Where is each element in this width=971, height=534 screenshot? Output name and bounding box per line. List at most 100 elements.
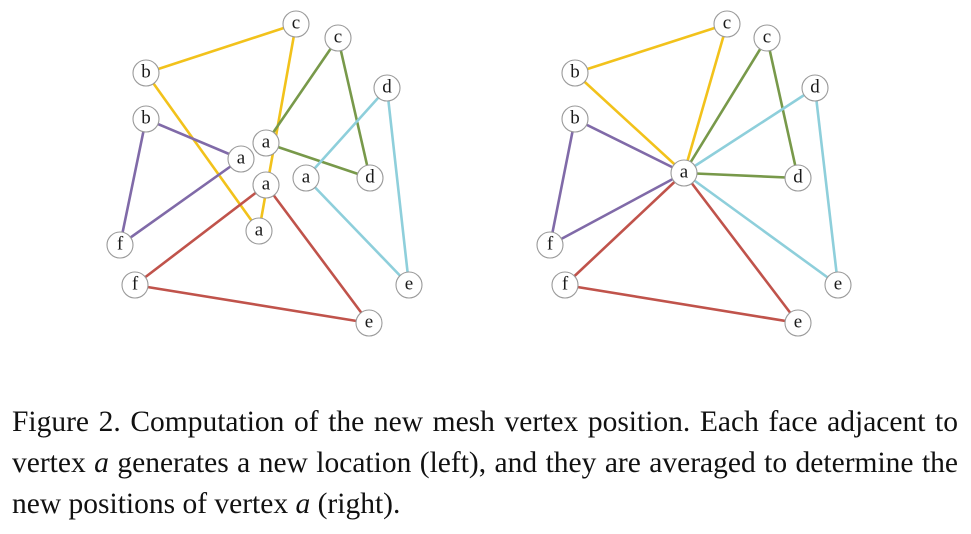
right-vertex-e_bottom: e <box>784 309 812 337</box>
left-vertex-label: f <box>117 234 124 255</box>
right-vertex-label: e <box>834 274 842 295</box>
right-graph-averaged-vertex: c c b b d a d ff e e <box>536 10 852 337</box>
right-edges <box>548 22 840 325</box>
right-edge-a_center-f_bottom <box>563 171 686 287</box>
right-edge-a_center-e_right <box>682 171 840 287</box>
left-vertex-circle <box>106 231 134 259</box>
left-vertex-circle <box>132 59 160 87</box>
left-vertex-circle <box>227 145 255 173</box>
left-edge-d_top-a_cyan <box>304 86 389 180</box>
left-vertex-f_top: f <box>106 231 134 259</box>
right-vertex-circle <box>551 271 579 299</box>
left-vertex-label: e <box>365 312 373 333</box>
caption-text-1: Figure 2. Computation of the new mesh ve… <box>12 406 958 479</box>
left-vertex-e_bottom: e <box>355 309 383 337</box>
right-vertex-label: d <box>793 167 803 188</box>
figure-caption: Figure 2. Computation of the new mesh ve… <box>12 402 958 525</box>
right-edge-a_center-d_mid <box>682 171 800 180</box>
left-edge-d_top-e_right <box>385 86 411 287</box>
right-vertex-label: e <box>794 312 802 333</box>
left-vertex-a_red: a <box>252 171 280 199</box>
right-edge-b_mid-a_center <box>573 117 686 175</box>
left-vertex-circle <box>292 164 320 192</box>
caption-text-2: generates a new location (left), and the… <box>12 447 958 520</box>
left-edge-b_mid-f_top <box>118 117 148 247</box>
left-vertex-circle <box>324 24 352 52</box>
left-vertex-label: c <box>292 13 300 34</box>
right-vertex-label: c <box>763 27 771 48</box>
right-vertex-c_right: c <box>753 24 781 52</box>
right-vertex-label: b <box>570 62 580 83</box>
right-vertex-c_top: c <box>713 10 741 38</box>
right-edge-a_center-f_top <box>548 171 686 247</box>
left-vertex-a_cyan: a <box>292 164 320 192</box>
left-vertex-circle <box>395 271 423 299</box>
left-vertex-label: a <box>262 174 271 195</box>
left-edge-f_bottom-e_bottom <box>133 283 371 325</box>
right-vertex-b_mid: b <box>561 105 589 133</box>
left-vertex-label: b <box>141 108 151 129</box>
right-edge-b_top-c_top <box>573 22 729 75</box>
left-vertex-label: a <box>262 132 271 153</box>
right-vertex-circle <box>784 309 812 337</box>
left-vertex-c_top: c <box>282 10 310 38</box>
right-vertex-circle <box>536 231 564 259</box>
right-vertex-circle <box>801 74 829 102</box>
left-vertex-label: a <box>237 148 246 169</box>
left-vertex-e_right: e <box>395 271 423 299</box>
left-vertex-label: b <box>141 62 151 83</box>
right-vertex-circle <box>784 164 812 192</box>
caption-text-3: (right). <box>310 488 401 520</box>
left-vertex-label: c <box>334 27 342 48</box>
right-vertex-label: c <box>723 13 731 34</box>
left-vertex-circle <box>282 10 310 38</box>
right-vertex-label: b <box>570 108 580 129</box>
left-vertex-circle <box>252 129 280 157</box>
right-vertex-a_center: a <box>670 159 698 187</box>
left-vertex-b_top: b <box>132 59 160 87</box>
right-vertex-label: d <box>810 77 820 98</box>
right-edge-d_top-e_right <box>813 86 840 287</box>
left-vertex-circle <box>356 164 384 192</box>
left-vertex-label: e <box>405 274 413 295</box>
right-vertex-label: a <box>680 162 689 183</box>
right-edge-b_mid-f_top <box>548 117 577 247</box>
left-vertex-d_mid: d <box>356 164 384 192</box>
left-vertex-circle <box>355 309 383 337</box>
right-vertex-b_top: b <box>561 59 589 87</box>
right-vertex-circle <box>561 105 589 133</box>
left-vertex-circle <box>121 271 149 299</box>
left-edges <box>118 22 411 325</box>
caption-variable-a-1: a <box>94 447 109 479</box>
left-vertex-label: d <box>382 77 392 98</box>
left-edge-b_mid-a_purple <box>144 117 243 161</box>
right-vertices: c c b b d a d ff e e <box>536 10 852 337</box>
right-vertex-circle <box>670 159 698 187</box>
right-vertex-label: f <box>547 234 554 255</box>
left-vertex-label: f <box>132 274 139 295</box>
right-vertex-e_right: e <box>824 271 852 299</box>
left-vertex-a_yellow: a <box>245 217 273 245</box>
left-vertex-label: d <box>365 167 375 188</box>
left-vertex-f_bottom: f <box>121 271 149 299</box>
right-vertex-circle <box>753 24 781 52</box>
right-vertex-f_bottom: f <box>551 271 579 299</box>
left-edge-b_top-c_top <box>144 22 298 75</box>
left-vertex-label: a <box>302 167 311 188</box>
left-edge-c_right-a_green <box>264 36 340 145</box>
left-vertex-circle <box>373 74 401 102</box>
right-edge-f_bottom-e_bottom <box>563 283 800 325</box>
right-edge-b_top-a_center <box>573 71 686 175</box>
left-edge-a_red-f_bottom <box>133 183 268 287</box>
left-vertex-label: a <box>255 220 264 241</box>
right-vertex-circle <box>713 10 741 38</box>
right-vertex-circle <box>824 271 852 299</box>
right-edge-d_top-a_center <box>682 86 817 175</box>
right-vertex-f_top: f <box>536 231 564 259</box>
left-edge-a_green-d_mid <box>264 141 372 180</box>
right-edge-c_right-a_center <box>682 36 769 175</box>
